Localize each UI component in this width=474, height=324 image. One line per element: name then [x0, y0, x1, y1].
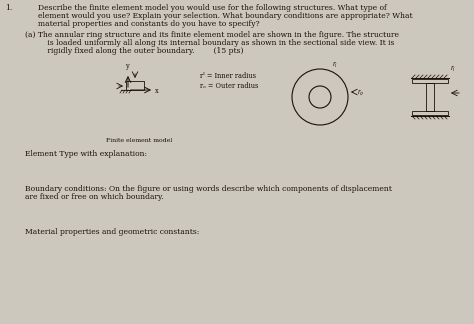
Text: material properties and constants do you have to specify?: material properties and constants do you… [38, 20, 260, 28]
Text: y: y [125, 62, 129, 70]
Text: $r_o$: $r_o$ [357, 88, 365, 98]
Text: element would you use? Explain your selection. What boundary conditions are appr: element would you use? Explain your sele… [38, 12, 413, 20]
Text: rₒ = Outer radius: rₒ = Outer radius [200, 82, 258, 90]
Bar [412, 111, 448, 115]
Text: $r_i$: $r_i$ [450, 64, 456, 74]
Text: Material properties and geometric constants:: Material properties and geometric consta… [25, 228, 200, 236]
Bar [412, 79, 448, 83]
Text: x: x [155, 87, 159, 95]
Bar [426, 83, 434, 111]
Text: Element Type with explanation:: Element Type with explanation: [25, 150, 147, 158]
Bar [126, 81, 144, 90]
Text: $r_i$: $r_i$ [332, 60, 338, 70]
Text: Describe the finite element model you would use for the following structures. Wh: Describe the finite element model you wo… [38, 4, 387, 12]
Text: is loaded uniformly all along its internal boundary as shown in the sectional si: is loaded uniformly all along its intern… [38, 39, 394, 47]
Text: rigidly fixed along the outer boundary.        (15 pts): rigidly fixed along the outer boundary. … [38, 47, 244, 55]
Text: (a) The annular ring structure and its finite element model are shown in the fig: (a) The annular ring structure and its f… [25, 31, 399, 39]
Text: Finite element model: Finite element model [106, 138, 173, 143]
Text: 1.: 1. [5, 4, 12, 12]
Text: are fixed or free on which boundary.: are fixed or free on which boundary. [25, 193, 164, 201]
Text: Boundary conditions: On the figure or using words describe which components of d: Boundary conditions: On the figure or us… [25, 185, 392, 193]
Text: rᴵ = Inner radius: rᴵ = Inner radius [200, 72, 256, 80]
